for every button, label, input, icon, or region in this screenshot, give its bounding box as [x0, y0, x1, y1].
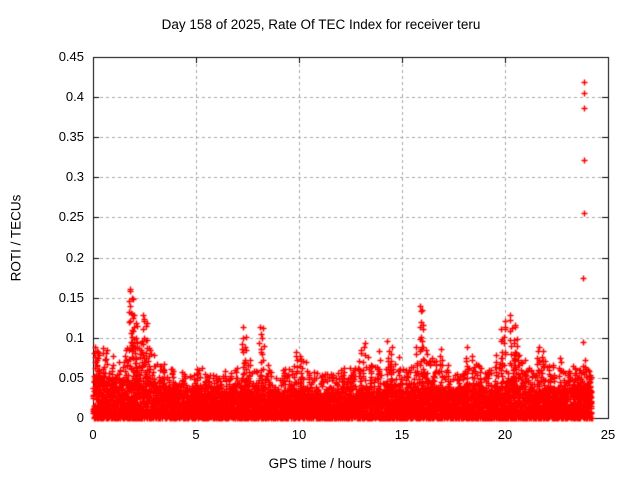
y-tick-label: 0.15: [58, 289, 84, 305]
y-tick-label: 0.35: [58, 129, 84, 145]
y-tick-label: 0.2: [65, 249, 84, 265]
y-tick-label: 0.05: [58, 369, 84, 385]
y-tick-label: 0.25: [58, 209, 84, 225]
x-tick-label: 0: [89, 427, 97, 442]
y-tick-label: 0.4: [65, 89, 84, 105]
x-tick-label: 15: [394, 427, 410, 442]
x-tick-label: 25: [600, 427, 616, 442]
y-tick-label: 0: [76, 410, 84, 425]
y-tick-label: 0.45: [58, 49, 84, 64]
x-tick-label: 10: [291, 427, 307, 442]
y-axis-label: ROTI / TECUs: [8, 194, 24, 282]
y-tick-label: 0.1: [65, 329, 84, 345]
chart-title: Day 158 of 2025, Rate Of TEC Index for r…: [161, 17, 481, 32]
x-tick-label: 20: [497, 427, 513, 442]
x-tick-label: 5: [192, 427, 200, 442]
x-axis-label: GPS time / hours: [268, 456, 372, 471]
y-tick-label: 0.3: [65, 169, 84, 185]
